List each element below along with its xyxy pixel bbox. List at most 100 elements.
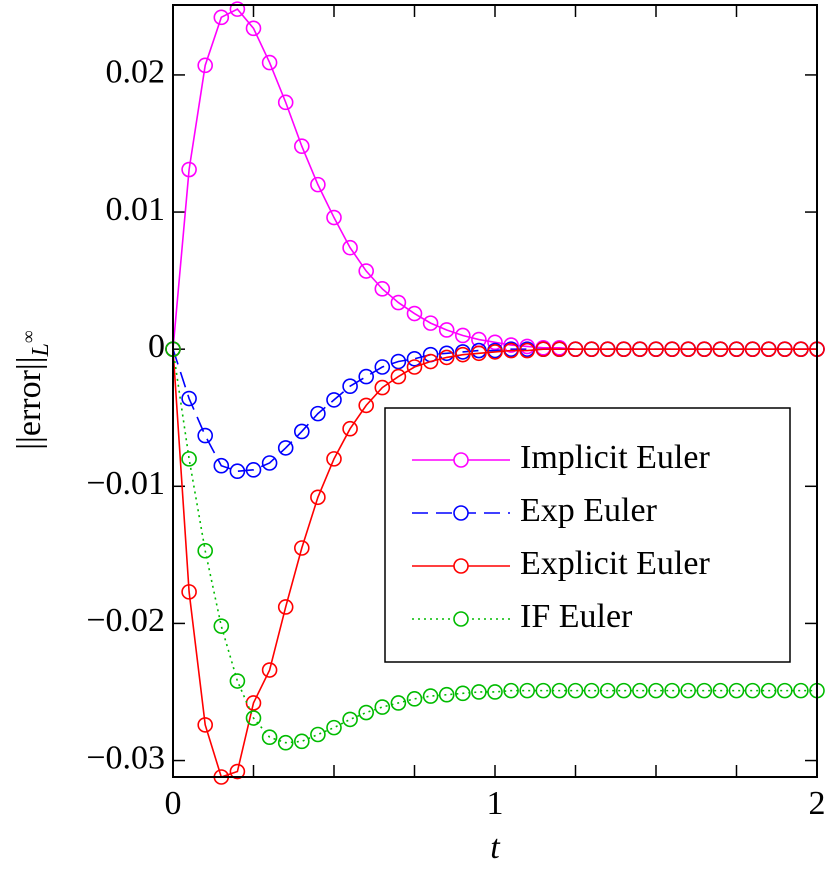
data-point xyxy=(342,378,358,395)
data-point xyxy=(422,688,439,704)
data-point xyxy=(229,763,246,780)
data-point xyxy=(615,341,632,357)
data-point xyxy=(680,682,697,699)
legend-marker xyxy=(453,452,469,468)
data-point xyxy=(680,341,697,357)
y-axis-label-main: ||error|| xyxy=(11,356,48,449)
data-point xyxy=(261,54,278,71)
y-tick-label: −0.02 xyxy=(86,602,165,639)
data-point xyxy=(503,342,519,359)
data-point xyxy=(342,711,358,728)
data-point xyxy=(213,618,230,634)
data-point xyxy=(471,684,487,700)
data-point xyxy=(760,682,777,699)
series-line xyxy=(172,8,817,350)
data-point xyxy=(245,695,262,711)
data-point xyxy=(181,390,197,407)
data-point xyxy=(261,729,278,746)
data-point xyxy=(615,682,632,699)
data-point xyxy=(310,405,326,422)
data-point xyxy=(390,353,407,370)
data-point xyxy=(245,20,262,37)
data-point xyxy=(535,682,552,699)
data-point xyxy=(454,685,471,702)
data-point xyxy=(342,420,358,437)
legend-marker xyxy=(453,611,469,627)
y-tick-label: −0.01 xyxy=(86,465,165,502)
data-point xyxy=(326,209,342,226)
data-point xyxy=(422,353,439,370)
data-point xyxy=(213,457,230,474)
data-point xyxy=(293,540,310,556)
data-point xyxy=(422,315,439,331)
data-point xyxy=(454,327,471,344)
data-point xyxy=(648,341,664,357)
data-point xyxy=(374,699,391,715)
data-point xyxy=(487,684,503,700)
legend-marker xyxy=(453,558,469,574)
legend-marker xyxy=(453,505,469,521)
data-point xyxy=(277,734,294,751)
data-point xyxy=(728,682,745,699)
data-point xyxy=(197,542,213,559)
data-point xyxy=(197,427,213,444)
data-point xyxy=(632,341,648,357)
y-tick-label: −0.03 xyxy=(86,739,165,776)
x-tick-label: 1 xyxy=(487,785,504,822)
legend-label: IF Euler xyxy=(520,598,633,635)
data-point xyxy=(712,341,729,357)
data-point xyxy=(358,263,375,279)
plot-frame xyxy=(172,4,818,778)
data-point xyxy=(406,691,423,707)
data-point xyxy=(776,341,793,357)
data-point xyxy=(712,682,729,699)
data-point xyxy=(551,341,568,357)
series-line xyxy=(172,348,817,779)
data-point xyxy=(374,281,391,297)
data-point xyxy=(583,341,600,357)
data-point xyxy=(277,599,294,615)
data-point xyxy=(599,682,616,699)
data-point xyxy=(277,94,294,111)
data-point xyxy=(245,710,262,726)
legend-label: Exp Euler xyxy=(520,492,658,529)
data-point xyxy=(744,341,761,357)
data-point xyxy=(293,423,310,440)
x-tick-label: 0 xyxy=(165,785,182,822)
data-point xyxy=(438,322,455,338)
data-point xyxy=(503,682,519,699)
data-point xyxy=(326,719,342,736)
data-point xyxy=(310,726,326,743)
data-point xyxy=(793,682,809,699)
x-tick-label: 2 xyxy=(809,785,826,822)
data-point xyxy=(438,349,455,366)
data-point xyxy=(728,341,745,357)
data-point xyxy=(181,161,197,178)
data-point xyxy=(374,359,391,375)
data-point xyxy=(696,682,713,699)
data-point xyxy=(261,455,278,471)
data-point xyxy=(293,138,310,155)
data-point xyxy=(583,682,600,699)
data-point xyxy=(229,1,246,17)
data-point xyxy=(406,350,423,367)
data-point xyxy=(487,344,503,360)
data-point xyxy=(599,341,616,357)
data-point xyxy=(390,695,407,711)
data-point xyxy=(760,341,777,357)
y-axis-label: ||error||L∞ xyxy=(11,330,54,450)
data-point xyxy=(519,682,536,699)
legend-box xyxy=(384,407,791,663)
data-point xyxy=(293,733,310,750)
data-point xyxy=(358,397,375,414)
y-tick-label: 0.02 xyxy=(106,54,166,91)
y-tick-label: 0 xyxy=(148,328,165,365)
data-point xyxy=(358,368,375,385)
data-point xyxy=(342,239,358,256)
data-point xyxy=(438,686,455,703)
data-point xyxy=(326,451,342,467)
data-point xyxy=(551,682,568,699)
data-point xyxy=(229,463,246,480)
data-point xyxy=(374,379,391,396)
